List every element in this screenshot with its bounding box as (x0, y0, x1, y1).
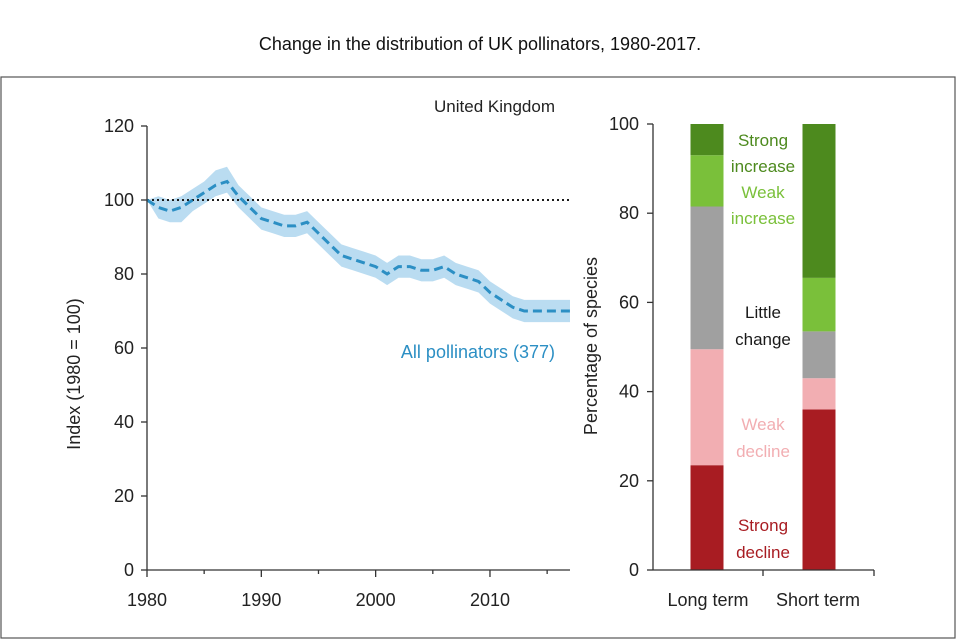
right-y-tick-label: 100 (609, 114, 639, 134)
bar-segments-layer (690, 124, 836, 570)
segment-label-weak-decline: Weak (741, 415, 785, 434)
right-y-tick-label: 60 (619, 292, 639, 312)
left-y-tick-label: 80 (114, 264, 134, 284)
left-y-tick-label: 0 (124, 560, 134, 580)
bar-segment-short-term-weak-increase (802, 277, 836, 332)
stacked-bar-chart: 0 20 40 60 80 100 Long term Short term Strong de… (581, 114, 875, 610)
segment-label-weak-increase: increase (731, 209, 795, 228)
left-y-tick-label: 60 (114, 338, 134, 358)
line-series-layer (146, 179, 570, 313)
bar-segment-short-term-strong-decline (802, 409, 836, 570)
left-y-axis-label: Index (1980 = 100) (64, 298, 84, 450)
bar-segment-long-term-little-change (690, 206, 724, 350)
right-y-tick-label: 40 (619, 382, 639, 402)
figure-border (0, 76, 956, 639)
bar-category-tick-label: Short term (776, 590, 860, 610)
segment-label-strong-increase: increase (731, 157, 795, 176)
line-series-label: All pollinators (377) (401, 342, 555, 362)
bar-category-labels-layer: Strong decline Weak decline Little change Weak… (731, 131, 795, 562)
panel-label: United Kingdom (434, 97, 555, 116)
bar-segment-long-term-weak-decline (690, 349, 724, 466)
bar-segment-short-term-little-change (802, 331, 836, 379)
bar-category-tick-label: Long term (667, 590, 748, 610)
bar-segment-long-term-strong-increase (690, 124, 724, 156)
bar-segment-long-term-weak-increase (690, 155, 724, 207)
figure-title: Change in the distribution of UK pollina… (258, 34, 702, 54)
line-chart: 0 20 40 60 80 100 120 1980 1990 2000 2010 United K… (64, 97, 570, 610)
left-x-tick-label: 1990 (241, 590, 281, 610)
left-x-tick-label: 1980 (127, 590, 167, 610)
bar-segment-long-term-strong-decline (690, 465, 724, 570)
segment-label-strong-increase: Strong (738, 131, 788, 150)
left-y-tick-label: 100 (104, 190, 134, 210)
segment-label-weak-increase: Weak (741, 183, 785, 202)
left-x-tick-label: 2010 (470, 590, 510, 610)
segment-label-strong-decline: Strong (738, 516, 788, 535)
segment-label-strong-decline: decline (736, 543, 790, 562)
right-y-tick-label: 80 (619, 203, 639, 223)
confidence-band (147, 166, 570, 323)
segment-label-little-change: Little (745, 303, 781, 322)
segment-label-little-change: change (735, 330, 791, 349)
right-y-tick-label: 20 (619, 471, 639, 491)
line-confidence-band-layer (147, 166, 570, 323)
bar-axes: 0 20 40 60 80 100 Long term Short term (609, 114, 875, 610)
bar-segment-short-term-weak-decline (802, 378, 836, 410)
right-y-axis-label: Percentage of species (581, 257, 601, 435)
segment-label-weak-decline: decline (736, 442, 790, 461)
left-y-tick-label: 120 (104, 116, 134, 136)
left-x-tick-label: 2000 (356, 590, 396, 610)
right-y-tick-label: 0 (629, 560, 639, 580)
bar-segment-short-term-strong-increase (802, 124, 836, 278)
left-y-tick-label: 40 (114, 412, 134, 432)
series-line-all-pollinators (146, 179, 570, 313)
line-axes: 0 20 40 60 80 100 120 1980 1990 2000 2010 (104, 116, 570, 610)
left-y-tick-label: 20 (114, 486, 134, 506)
